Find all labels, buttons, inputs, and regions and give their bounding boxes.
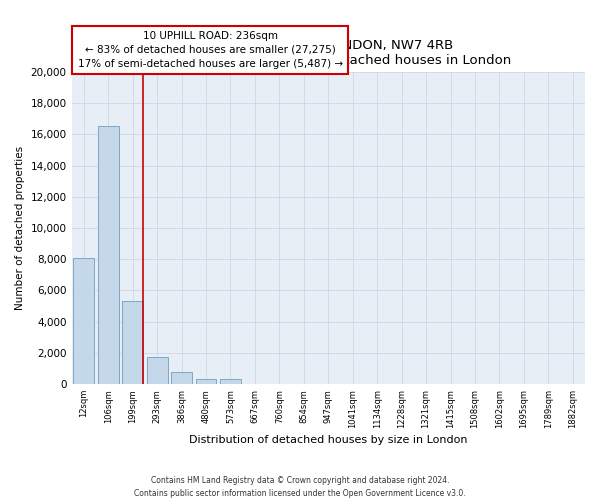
Text: Contains HM Land Registry data © Crown copyright and database right 2024.
Contai: Contains HM Land Registry data © Crown c…: [134, 476, 466, 498]
Y-axis label: Number of detached properties: Number of detached properties: [15, 146, 25, 310]
X-axis label: Distribution of detached houses by size in London: Distribution of detached houses by size …: [189, 435, 467, 445]
Title: 10, UPHILL ROAD, LONDON, NW7 4RB
Size of property relative to detached houses in: 10, UPHILL ROAD, LONDON, NW7 4RB Size of…: [145, 38, 511, 66]
Bar: [147, 357, 167, 384]
Bar: [122, 302, 143, 384]
Bar: [220, 380, 241, 384]
Bar: [98, 126, 119, 384]
Bar: [171, 372, 192, 384]
Bar: [73, 258, 94, 384]
Bar: [196, 380, 217, 384]
Text: 10 UPHILL ROAD: 236sqm
← 83% of detached houses are smaller (27,275)
17% of semi: 10 UPHILL ROAD: 236sqm ← 83% of detached…: [77, 30, 343, 68]
